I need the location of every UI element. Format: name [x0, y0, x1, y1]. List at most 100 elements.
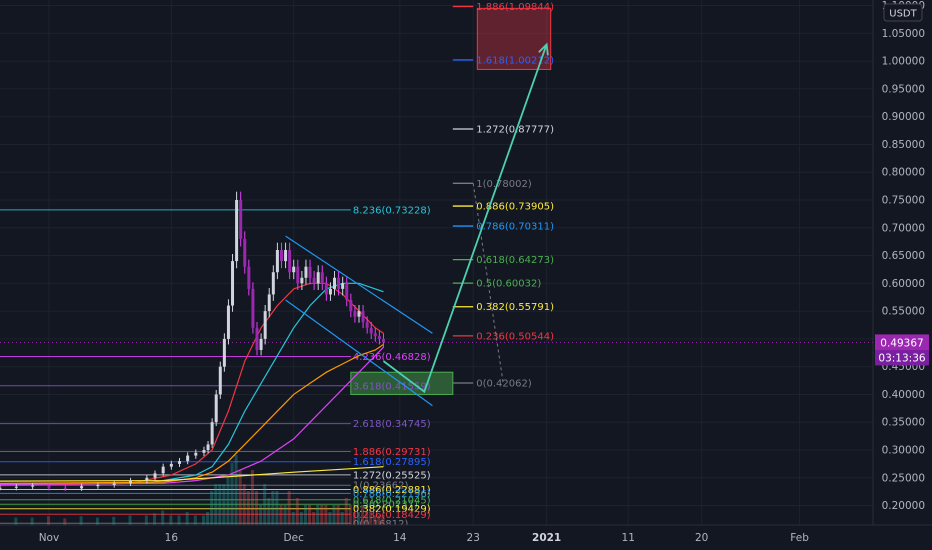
- lower-fib-label: 0.236(0.18429): [353, 510, 431, 521]
- y-tick-label: 1.00000: [882, 56, 925, 68]
- price-candle: [373, 333, 377, 337]
- x-tick-label: Nov: [39, 532, 60, 544]
- volume-bar: [377, 515, 381, 525]
- upper-fib-label: 1.272(0.87777): [476, 125, 554, 136]
- lower-fib-label: 0.886(0.22881): [353, 485, 431, 496]
- y-tick-label: 1.05000: [882, 28, 925, 40]
- price-candle: [177, 461, 181, 464]
- volume-bar: [332, 505, 336, 525]
- lower-fib-label: 1.618(0.27895): [353, 457, 431, 468]
- currency-badge[interactable]: [883, 3, 923, 22]
- y-tick-label: 0.95000: [882, 83, 925, 95]
- price-candle: [353, 311, 357, 317]
- volume-bar: [144, 515, 148, 525]
- y-tick-label: 0.85000: [882, 139, 925, 151]
- price-candle: [288, 250, 292, 273]
- price-candle: [112, 483, 116, 485]
- price-candle: [80, 486, 84, 489]
- volume-bar: [263, 484, 267, 525]
- fib-trend-line: [472, 183, 504, 384]
- lower-fib-label: 1.886(0.29731): [353, 447, 431, 458]
- volume-bar: [267, 498, 271, 525]
- price-candle: [218, 366, 222, 395]
- price-candle: [129, 480, 133, 484]
- upper-fib-label: 0.5(0.60032): [476, 279, 541, 290]
- volume-bar: [275, 491, 279, 525]
- volume-bar: [328, 512, 332, 525]
- lower-fib-label: 3.618(0.41559): [353, 381, 431, 392]
- upper-fib-label: 0.618(0.64273): [476, 255, 554, 266]
- volume-bar: [271, 491, 275, 525]
- countdown-value: 03:13:36: [878, 352, 925, 364]
- y-tick-label: 0.30000: [882, 445, 925, 457]
- price-candle: [341, 283, 345, 289]
- volume-bar: [128, 515, 132, 525]
- x-tick-label: 11: [622, 532, 635, 544]
- price-candle: [186, 455, 190, 462]
- volume-bar: [283, 505, 287, 525]
- price-candle: [361, 311, 365, 323]
- volume-bar: [340, 512, 344, 525]
- x-tick-label: 16: [165, 532, 179, 544]
- price-candle: [206, 444, 210, 450]
- price-candle: [210, 422, 214, 445]
- volume-bar: [312, 512, 316, 525]
- lower-fib-label: 0.786(0.22196): [353, 489, 431, 500]
- price-candle: [194, 452, 198, 456]
- price-candle: [214, 394, 218, 423]
- volume-bar: [169, 515, 173, 525]
- y-tick-label: 0.75000: [882, 195, 925, 207]
- price-candle: [279, 250, 283, 262]
- price-candle: [63, 487, 67, 489]
- price-candle: [296, 266, 300, 284]
- x-tick-label: Dec: [284, 532, 305, 544]
- price-candle: [47, 485, 51, 488]
- volume-bar: [250, 470, 254, 525]
- y-tick-label: 0.65000: [882, 250, 925, 262]
- upper-fib-label: 1(0.78002): [476, 179, 532, 190]
- y-tick-label: 0.90000: [882, 111, 925, 123]
- x-tick-label: 14: [393, 532, 407, 544]
- volume-bars: [14, 455, 385, 525]
- price-candle: [324, 283, 328, 295]
- last-price-badge: [875, 334, 929, 351]
- last-price-tag: 0.49367 03:13:36: [875, 334, 929, 366]
- price-candle: [169, 463, 173, 467]
- price-candle: [31, 485, 35, 487]
- volume-bar: [177, 515, 181, 525]
- price-candle: [14, 486, 18, 488]
- price-candle: [251, 288, 255, 328]
- volume-bar: [161, 510, 165, 525]
- target-zone: [476, 7, 552, 70]
- ma-slow-line: [0, 343, 384, 484]
- volume-bar: [185, 512, 189, 525]
- volume-bar: [316, 505, 320, 525]
- price-candle: [231, 261, 235, 306]
- price-candle: [381, 338, 385, 343]
- price-candle: [222, 338, 226, 367]
- price-candle: [239, 200, 243, 239]
- price-axis-ticks: 0.200000.250000.300000.350000.400000.450…: [882, 0, 925, 512]
- volume-bar: [308, 505, 312, 525]
- volume-bar: [63, 518, 67, 525]
- volume-bar: [218, 484, 222, 525]
- lower-fib-label: 0.5(0.20237): [353, 500, 418, 511]
- y-tick-label: 0.20000: [882, 500, 925, 512]
- price-candle: [284, 250, 288, 262]
- price-candle: [292, 266, 296, 273]
- price-candle: [365, 322, 369, 328]
- lower-fib-label: 1(0.23662): [353, 481, 409, 492]
- volume-bar: [193, 515, 197, 525]
- lower-fib-label: 0.382(0.19429): [353, 504, 431, 515]
- volume-bar: [14, 517, 18, 525]
- volume-bar: [295, 498, 299, 525]
- volume-bar: [238, 470, 242, 525]
- upper-fib-label: 1.886(1.09844): [476, 2, 554, 13]
- price-candle: [337, 277, 341, 289]
- upper-fib-label: 0.382(0.55791): [476, 302, 554, 313]
- last-price-value: 0.49367: [880, 337, 923, 349]
- volume-bar: [214, 484, 218, 525]
- volume-bar: [344, 498, 348, 525]
- price-candle: [304, 266, 308, 278]
